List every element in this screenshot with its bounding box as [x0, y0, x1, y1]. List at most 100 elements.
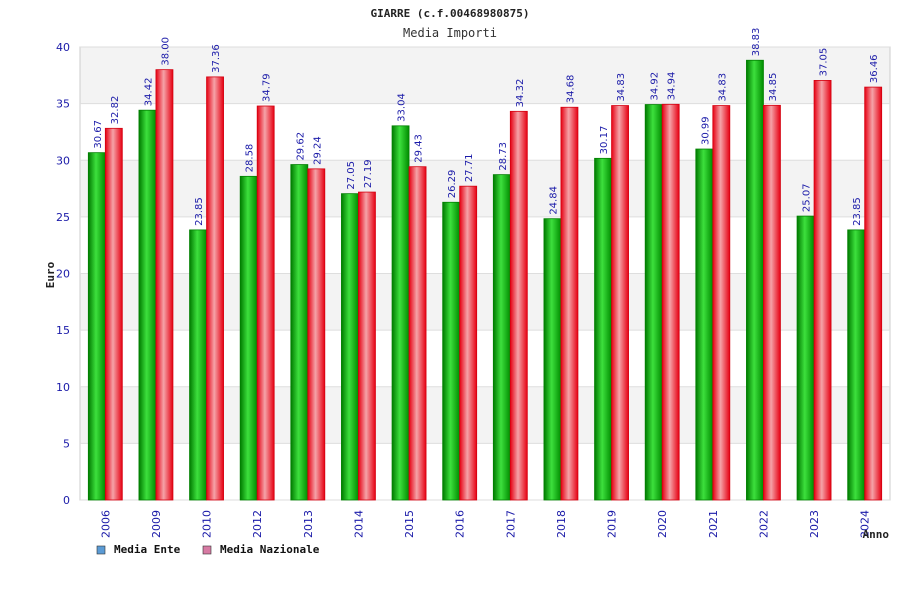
- legend-swatch-ente: [96, 545, 106, 555]
- bar: [611, 105, 629, 501]
- bar: [408, 166, 427, 501]
- x-tick-label: 2021: [707, 510, 720, 538]
- bar: [560, 106, 579, 501]
- x-tick-label: 2013: [302, 510, 315, 538]
- data-label: 23.85: [852, 197, 863, 226]
- legend: Media Ente Media Nazionale: [96, 543, 320, 556]
- x-tick-label: 2006: [99, 510, 112, 538]
- data-label: 24.84: [548, 186, 559, 215]
- data-label: 30.67: [93, 120, 104, 149]
- y-tick-label: 25: [56, 211, 70, 224]
- bars: 30.67 32.82 34.42 38.00 23.85 37.36 28.58 34.79…: [87, 28, 883, 501]
- data-label: 27.71: [464, 154, 475, 183]
- x-tick-label: 2020: [656, 510, 669, 538]
- x-tick-label: 2014: [352, 510, 365, 538]
- x-tick-label: 2009: [150, 510, 163, 538]
- data-label: 34.83: [717, 73, 728, 102]
- x-axis-label: Anno: [863, 528, 890, 541]
- bar: [712, 105, 731, 501]
- bar: [746, 59, 764, 501]
- data-label: 27.19: [363, 159, 374, 188]
- data-label: 37.36: [211, 44, 222, 73]
- bar: [155, 69, 174, 501]
- legend-label-ente: Media Ente: [114, 543, 181, 556]
- x-tick-label: 2024: [859, 510, 872, 538]
- y-tick-label: 15: [56, 324, 70, 337]
- data-label: 29.24: [312, 136, 323, 165]
- bar: [341, 193, 359, 501]
- x-tick-label: 2017: [504, 510, 517, 538]
- data-label: 37.05: [819, 48, 830, 77]
- data-label: 34.42: [143, 78, 154, 107]
- bar: [847, 229, 866, 501]
- x-tick-label: 2012: [251, 510, 264, 538]
- data-label: 23.85: [194, 197, 205, 226]
- bar: [256, 105, 275, 501]
- bar: [104, 127, 123, 501]
- data-label: 38.00: [160, 37, 171, 66]
- data-label: 34.94: [667, 72, 678, 101]
- bar: [87, 152, 106, 501]
- bar: [594, 157, 612, 501]
- x-tick-label: 2023: [808, 510, 821, 538]
- legend-label-nazionale: Media Nazionale: [220, 543, 320, 556]
- x-tick-label: 2019: [606, 510, 619, 538]
- x-tick-label: 2016: [454, 510, 467, 538]
- y-tick-label: 5: [63, 437, 70, 450]
- data-label: 27.05: [346, 161, 357, 190]
- data-label: 34.92: [650, 72, 661, 101]
- bar: [206, 76, 224, 501]
- data-label: 30.17: [599, 126, 610, 155]
- bar: [138, 109, 157, 501]
- data-label: 34.79: [262, 73, 273, 102]
- bar: [239, 175, 258, 501]
- bar: [695, 148, 714, 501]
- y-axis-label: Euro: [44, 261, 57, 288]
- bar: [459, 185, 478, 501]
- data-label: 28.73: [498, 142, 509, 171]
- bar: [644, 104, 663, 501]
- bar: [358, 191, 376, 501]
- data-label: 34.32: [515, 79, 526, 108]
- bar: [763, 104, 781, 501]
- tick-labels: 0 5 10 15 20 25 30 35 40 2006 2009 2010 2012 2013 2014…: [56, 41, 872, 538]
- chart-title: GIARRE (c.f.00468980875): [371, 7, 530, 20]
- bar: [307, 168, 326, 501]
- data-label: 38.83: [751, 28, 762, 57]
- data-label: 25.07: [802, 183, 813, 212]
- x-tick-label: 2022: [757, 510, 770, 538]
- y-tick-label: 20: [56, 268, 70, 281]
- x-tick-label: 2015: [403, 510, 416, 538]
- bar: [661, 103, 680, 501]
- data-label: 34.68: [565, 75, 576, 104]
- bar: [509, 110, 528, 501]
- data-label: 34.85: [768, 73, 779, 102]
- bar: [813, 80, 832, 501]
- data-label: 29.43: [414, 134, 425, 163]
- legend-swatch-nazionale: [202, 545, 212, 555]
- bar: [543, 218, 562, 501]
- y-tick-label: 0: [63, 494, 70, 507]
- data-label: 29.62: [295, 132, 306, 161]
- data-label: 36.46: [869, 54, 880, 83]
- data-label: 34.83: [616, 73, 627, 102]
- x-tick-label: 2010: [201, 510, 214, 538]
- data-label: 28.58: [245, 144, 256, 173]
- bar: [442, 201, 461, 501]
- y-tick-label: 10: [56, 381, 70, 394]
- y-tick-label: 40: [56, 41, 70, 54]
- bar: [189, 229, 207, 501]
- data-label: 32.82: [110, 96, 121, 125]
- y-tick-label: 35: [56, 98, 70, 111]
- data-label: 30.99: [700, 116, 711, 145]
- chart-subtitle: Media Importi: [403, 26, 497, 40]
- data-label: 33.04: [397, 93, 408, 122]
- bar: [290, 164, 309, 501]
- bar: [492, 174, 511, 501]
- bar: [796, 215, 815, 501]
- bar: [391, 125, 410, 501]
- bar: [864, 86, 883, 501]
- data-label: 26.29: [447, 170, 458, 199]
- y-tick-label: 30: [56, 154, 70, 167]
